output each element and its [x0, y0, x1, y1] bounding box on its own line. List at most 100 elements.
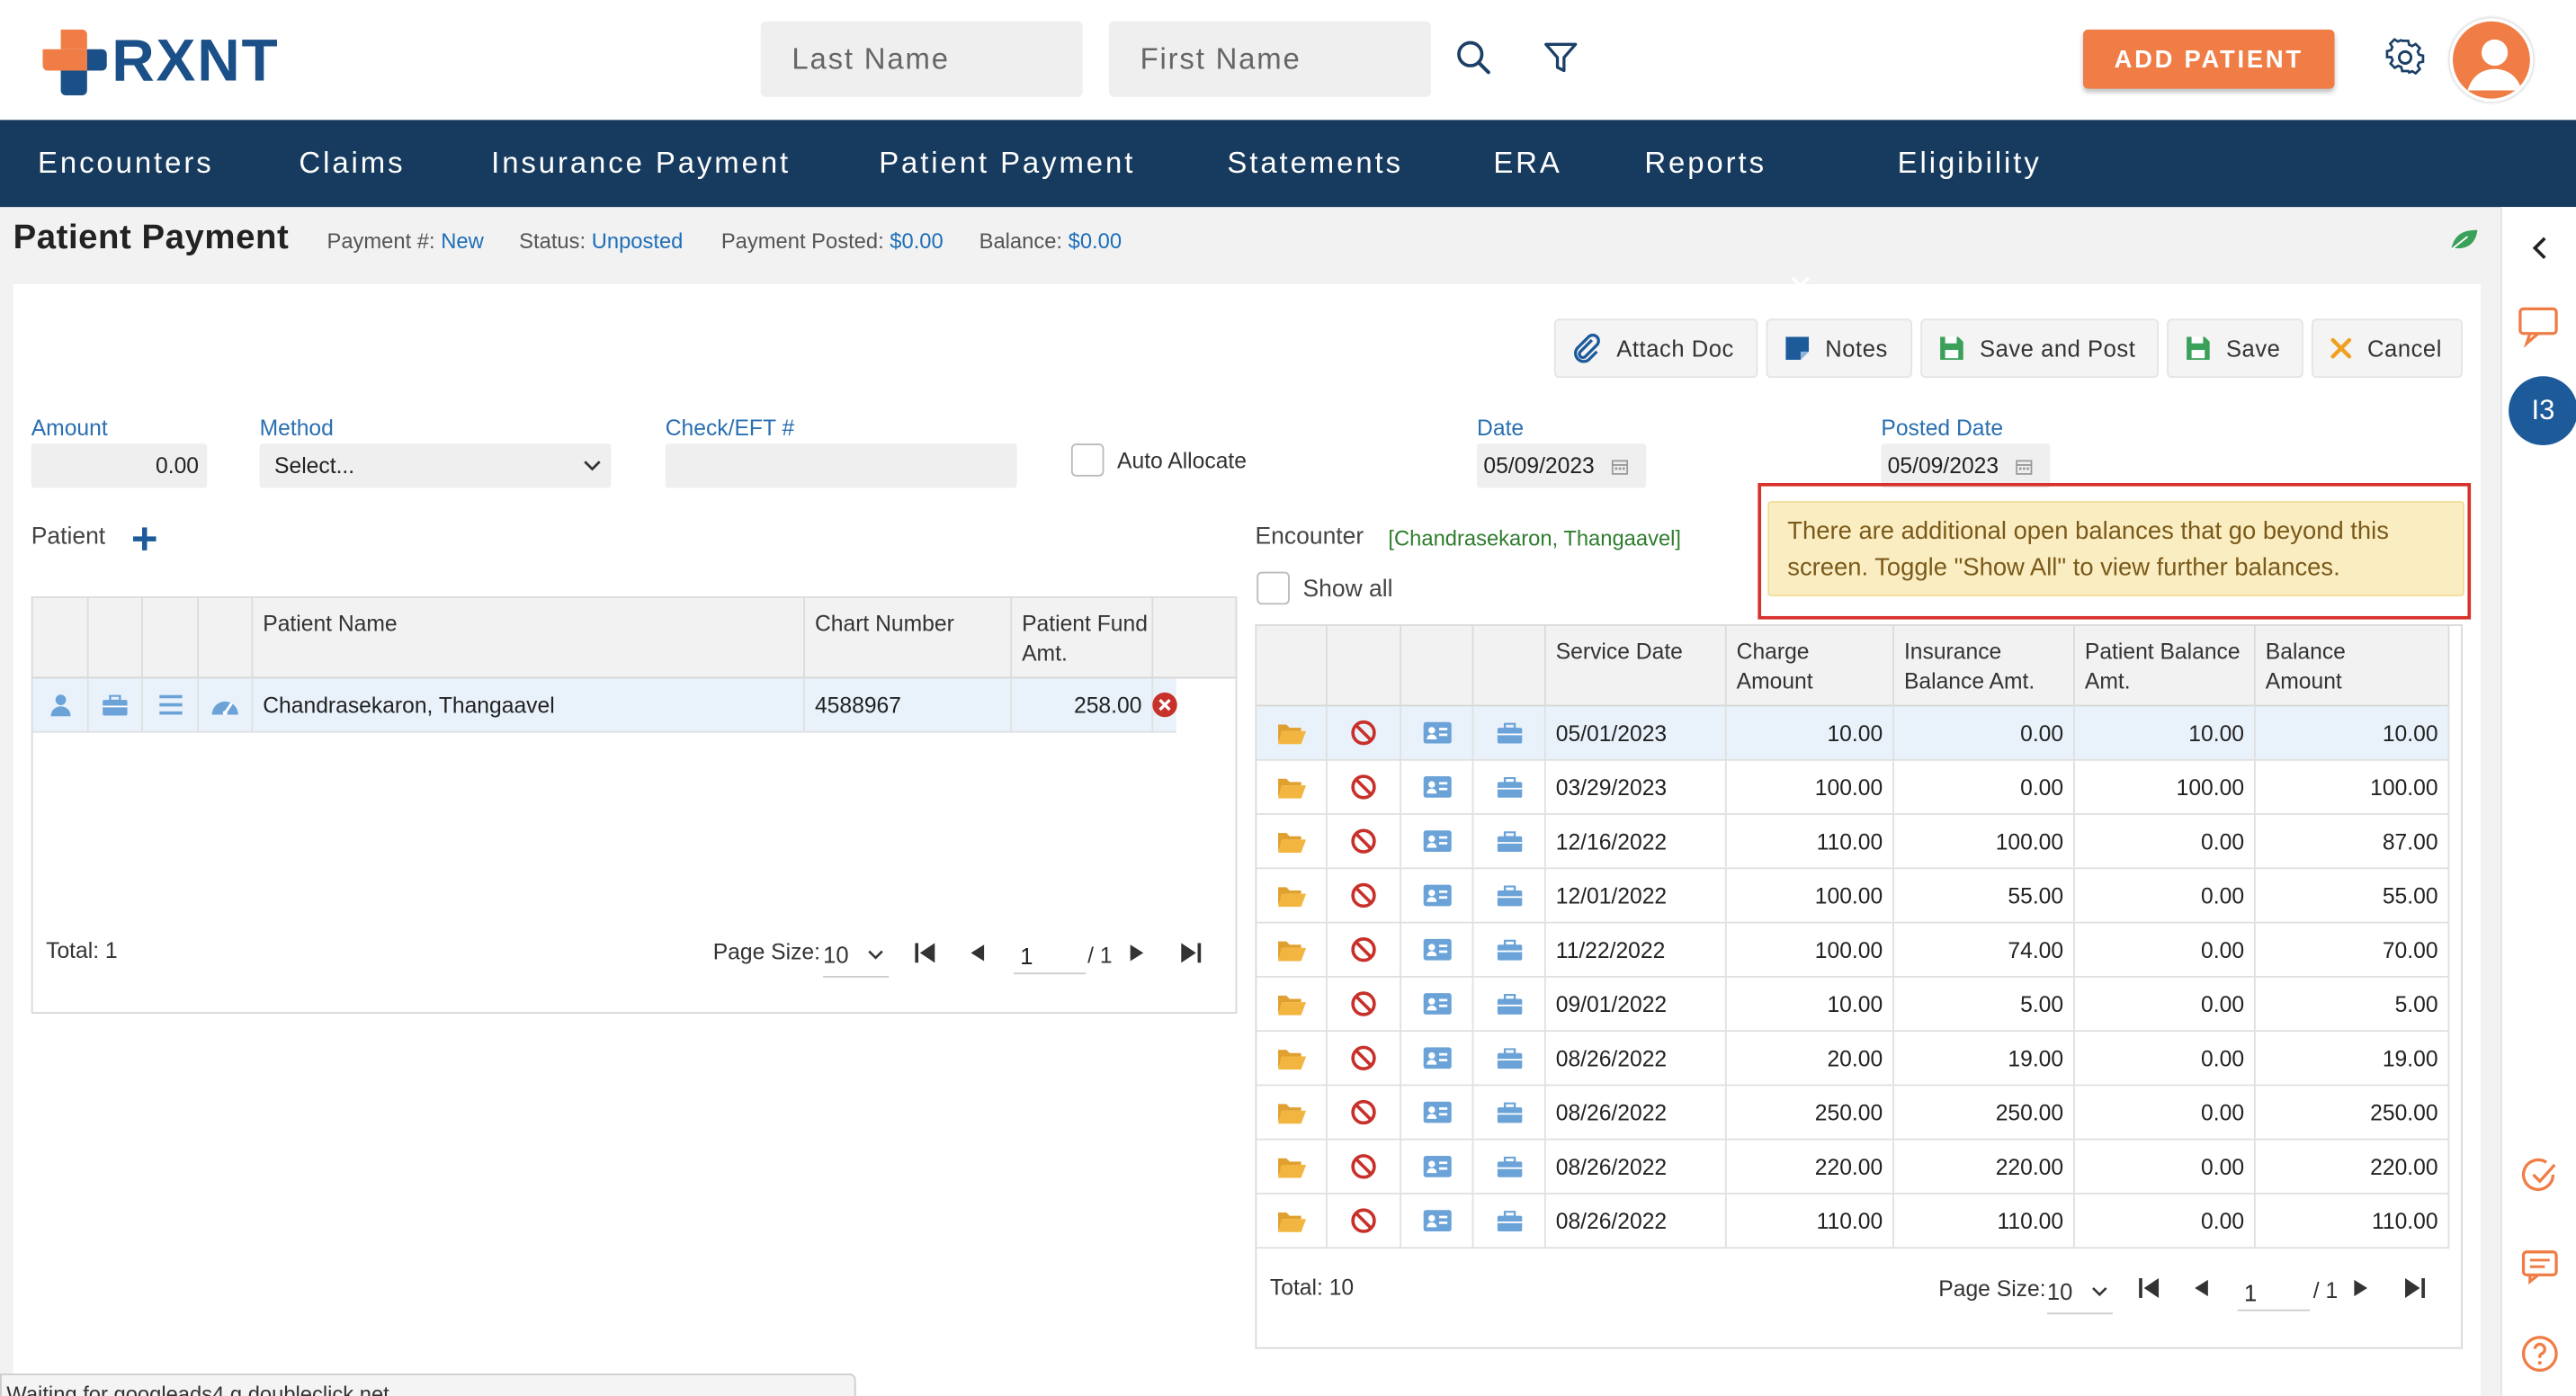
nav-insurance-payment[interactable]: Insurance Payment	[491, 146, 792, 180]
save-and-post-button[interactable]: Save and Post	[1920, 318, 2160, 379]
briefcase-icon[interactable]	[1473, 706, 1546, 759]
id-card-icon[interactable]	[1401, 1194, 1474, 1248]
void-ban-icon[interactable]	[1328, 706, 1402, 759]
void-ban-icon[interactable]	[1328, 923, 1402, 976]
col-chart-number[interactable]: Chart Number	[805, 597, 1013, 679]
first-page-icon[interactable]	[914, 943, 937, 963]
id-card-icon[interactable]	[1401, 1140, 1474, 1194]
cancel-button[interactable]: Cancel	[2311, 318, 2463, 379]
calendar-icon[interactable]	[2015, 458, 2032, 474]
check-eft-input[interactable]	[665, 443, 1017, 488]
id-card-icon[interactable]	[1401, 1032, 1474, 1085]
briefcase-icon[interactable]	[89, 678, 143, 731]
gear-icon[interactable]	[2384, 36, 2426, 78]
open-folder-icon[interactable]	[1257, 869, 1328, 922]
user-avatar[interactable]	[2449, 18, 2534, 103]
void-ban-icon[interactable]	[1328, 1086, 1402, 1139]
table-row[interactable]: 08/26/2022 110.00 110.00 0.00 110.00	[1257, 1194, 2450, 1249]
briefcase-icon[interactable]	[1473, 977, 1546, 1031]
last-name-search-input[interactable]	[760, 21, 1083, 97]
first-name-search-input[interactable]	[1108, 21, 1431, 97]
chat-bubbles-icon[interactable]	[2502, 306, 2576, 348]
auto-allocate-checkbox[interactable]	[1070, 443, 1105, 477]
open-folder-icon[interactable]	[1257, 977, 1328, 1031]
void-ban-icon[interactable]	[1328, 1032, 1402, 1085]
attach-doc-button[interactable]: Attach Doc	[1553, 318, 1758, 379]
rxnt-logo[interactable]: RXNT	[40, 26, 280, 95]
open-folder-icon[interactable]	[1257, 1140, 1328, 1194]
next-page-icon[interactable]	[2353, 1279, 2369, 1297]
message-icon[interactable]	[2502, 1248, 2576, 1285]
patient-page-input[interactable]	[1013, 937, 1087, 975]
collapse-chevron-left-icon[interactable]	[2502, 235, 2576, 261]
list-icon[interactable]	[143, 678, 200, 731]
nav-encounters[interactable]: Encounters	[38, 146, 214, 180]
open-folder-icon[interactable]	[1257, 1032, 1328, 1085]
posted-date-input[interactable]: 05/09/2023	[1881, 443, 2051, 488]
open-folder-icon[interactable]	[1257, 760, 1328, 814]
date-input[interactable]: 05/09/2023	[1477, 443, 1647, 488]
table-row[interactable]: 05/01/2023 10.00 0.00 10.00 10.00	[1257, 706, 2450, 761]
col-patient-fund[interactable]: Patient Fund Amt.	[1012, 597, 1154, 679]
table-row[interactable]: 11/22/2022 100.00 74.00 0.00 70.00	[1257, 923, 2450, 978]
table-row[interactable]: 12/01/2022 100.00 55.00 0.00 55.00	[1257, 869, 2450, 924]
prev-page-icon[interactable]	[970, 944, 986, 962]
id-card-icon[interactable]	[1401, 1086, 1474, 1139]
amount-input[interactable]: 0.00	[31, 443, 208, 488]
table-row[interactable]: 09/01/2022 10.00 5.00 0.00 5.00	[1257, 977, 2450, 1033]
method-select[interactable]: Select...	[259, 443, 612, 488]
table-row[interactable]: 08/26/2022 250.00 250.00 0.00 250.00	[1257, 1086, 2450, 1141]
search-icon[interactable]	[1453, 38, 1493, 77]
last-page-icon[interactable]	[2403, 1278, 2427, 1298]
nav-patient-payment[interactable]: Patient Payment	[879, 146, 1136, 180]
nav-claims[interactable]: Claims	[299, 146, 406, 180]
save-button[interactable]: Save	[2167, 318, 2303, 379]
notification-badge[interactable]: I3	[2509, 376, 2576, 445]
filter-icon[interactable]	[1541, 38, 1580, 77]
void-ban-icon[interactable]	[1328, 1140, 1402, 1194]
void-ban-icon[interactable]	[1328, 814, 1402, 868]
void-ban-icon[interactable]	[1328, 760, 1402, 814]
first-page-icon[interactable]	[2137, 1278, 2160, 1298]
prev-page-icon[interactable]	[2193, 1279, 2209, 1297]
void-ban-icon[interactable]	[1328, 1194, 1402, 1248]
open-folder-icon[interactable]	[1257, 706, 1328, 759]
briefcase-icon[interactable]	[1473, 760, 1546, 814]
add-patient-plus-icon[interactable]	[131, 525, 157, 551]
id-card-icon[interactable]	[1401, 760, 1474, 814]
open-folder-icon[interactable]	[1257, 814, 1328, 868]
patient-page-size-select[interactable]: 10	[823, 942, 890, 978]
last-page-icon[interactable]	[1179, 943, 1203, 963]
briefcase-icon[interactable]	[1473, 923, 1546, 976]
nav-reports[interactable]: Reports	[1644, 146, 1767, 180]
leaf-icon[interactable]	[2448, 227, 2482, 253]
open-folder-icon[interactable]	[1257, 1194, 1328, 1248]
table-row[interactable]: 03/29/2023 100.00 0.00 100.00 100.00	[1257, 760, 2450, 815]
table-row[interactable]: 12/16/2022 110.00 100.00 0.00 87.00	[1257, 814, 2450, 870]
void-ban-icon[interactable]	[1328, 869, 1402, 922]
encounter-page-input[interactable]	[2237, 1275, 2311, 1311]
nav-era[interactable]: ERA	[1493, 146, 1562, 180]
table-row[interactable]: 08/26/2022 20.00 19.00 0.00 19.00	[1257, 1032, 2450, 1087]
id-card-icon[interactable]	[1401, 869, 1474, 922]
briefcase-icon[interactable]	[1473, 814, 1546, 868]
col-service-date[interactable]: Service Date	[1546, 625, 1727, 707]
check-circle-icon[interactable]	[2502, 1157, 2576, 1196]
id-card-icon[interactable]	[1401, 977, 1474, 1031]
table-row[interactable]: Chandrasekaron, Thangaavel 4588967 258.0…	[32, 678, 1176, 733]
id-card-icon[interactable]	[1401, 814, 1474, 868]
col-insurance-balance[interactable]: Insurance Balance Amt.	[1894, 625, 2075, 707]
id-card-icon[interactable]	[1401, 923, 1474, 976]
briefcase-icon[interactable]	[1473, 869, 1546, 922]
briefcase-icon[interactable]	[1473, 1086, 1546, 1139]
col-patient-balance[interactable]: Patient Balance Amt.	[2075, 625, 2256, 707]
nav-statements[interactable]: Statements	[1227, 146, 1403, 180]
briefcase-icon[interactable]	[1473, 1032, 1546, 1085]
col-balance-amount[interactable]: Balance Amount	[2256, 625, 2450, 707]
remove-patient-icon[interactable]	[1151, 692, 1177, 718]
nav-eligibility[interactable]: Eligibility	[1897, 146, 2042, 180]
col-patient-name[interactable]: Patient Name	[253, 597, 805, 679]
briefcase-icon[interactable]	[1473, 1140, 1546, 1194]
encounter-page-size-select[interactable]: 10	[2046, 1278, 2113, 1315]
help-icon[interactable]	[2502, 1334, 2576, 1374]
